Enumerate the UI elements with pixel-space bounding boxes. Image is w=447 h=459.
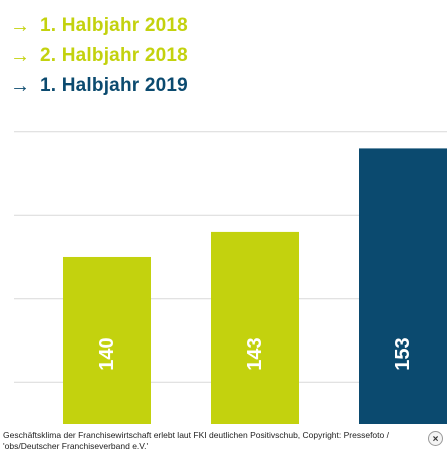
bar-value-label-1: 140 — [96, 337, 118, 370]
legend-item-3: → 1. Halbjahr 2019 — [10, 72, 188, 100]
bar-labels: 140 143 153 — [96, 337, 414, 370]
bar-2 — [211, 231, 299, 424]
arrow-right-icon: → — [10, 14, 31, 37]
legend: → 1. Halbjahr 2018 → 2. Halbjahr 2018 → … — [10, 12, 188, 102]
bars — [63, 148, 447, 425]
bar-3 — [359, 148, 447, 425]
arrow-right-icon: → — [10, 74, 31, 97]
image-caption: Geschäftsklima der Franchisewirtschaft e… — [3, 430, 389, 451]
legend-item-1: → 1. Halbjahr 2018 — [10, 12, 188, 40]
bar-value-label-2: 143 — [244, 337, 266, 370]
arrow-right-icon: → — [10, 44, 31, 67]
legend-item-2: → 2. Halbjahr 2018 — [10, 42, 188, 70]
legend-label: 1. Halbjahr 2018 — [40, 15, 188, 36]
legend-label: 1. Halbjahr 2019 — [40, 75, 188, 96]
bar-value-label-3: 153 — [392, 337, 414, 370]
bar-chart: 140 143 153 — [14, 131, 447, 425]
bar-1 — [63, 256, 151, 424]
close-icon[interactable]: × — [428, 431, 443, 446]
legend-label: 2. Halbjahr 2018 — [40, 45, 188, 66]
